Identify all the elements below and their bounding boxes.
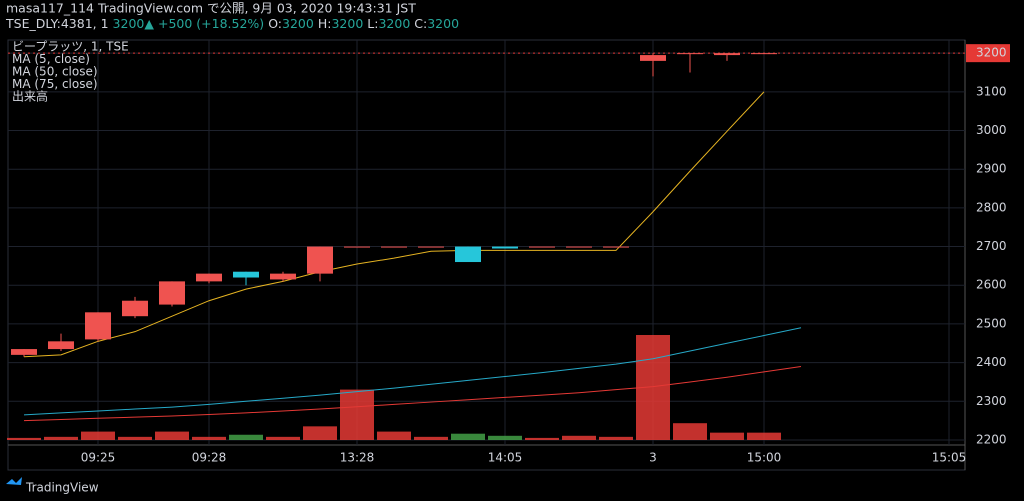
quote-part: 3200 [427, 16, 459, 31]
candle-body [196, 273, 222, 282]
x-tick-label: 13:28 [340, 451, 375, 465]
volume-bar [599, 436, 633, 440]
candle-body [714, 53, 740, 56]
y-tick-label: 2500 [976, 316, 1007, 330]
quote-part: ▲ [144, 16, 154, 31]
candle-body [307, 246, 333, 274]
volume-bar [562, 435, 596, 440]
legend-entry: MA (50, close) [12, 65, 98, 79]
volume-bar [340, 389, 374, 440]
y-tick-label: 2600 [976, 278, 1007, 292]
candle-body [455, 246, 481, 263]
legend-entry: 出来高 [12, 89, 48, 104]
quote-part: 3200 [113, 16, 145, 31]
candle-body [11, 349, 37, 355]
quote-part: TSE_DLY:4381, 1 [5, 16, 109, 31]
x-tick-label: 09:25 [81, 451, 116, 465]
candle-body [48, 341, 74, 350]
last-price-box [966, 44, 1010, 63]
chart-title: masa117_114 TradingView.com で公開, 9月 03, … [6, 1, 416, 16]
ma-line [23, 91, 765, 358]
volume-bar [451, 433, 485, 440]
candle-body [233, 271, 259, 278]
volume-bar [303, 426, 337, 440]
volume-bar [266, 436, 300, 440]
quote-part: +500 (+18.52%) [158, 16, 264, 31]
volume-bar [414, 436, 448, 440]
candle-body [751, 53, 777, 55]
logo [6, 477, 22, 485]
y-tick-label: 2900 [976, 162, 1007, 176]
volume-bar [488, 435, 522, 440]
x-tick-label: 15:00 [747, 451, 782, 465]
ma-line [23, 365, 802, 422]
quote-text: TSE_DLY:4381, 1 3200▲ +500 (+18.52%) O:3200… [5, 16, 459, 31]
quote-part: 3200 [378, 16, 410, 31]
candle-body [270, 273, 296, 280]
candle-body [492, 246, 518, 249]
candle-body [640, 55, 666, 61]
candle-body [418, 246, 444, 248]
quote-part: 3200 [282, 16, 314, 31]
quote-part: 3200 [331, 16, 363, 31]
footer: TradingView [25, 481, 99, 495]
volume-bar [525, 437, 559, 440]
volume-bar [118, 436, 152, 440]
quote-part: C: [414, 16, 427, 31]
volume-bar [192, 436, 226, 440]
x-tick-label: 15:05 [932, 451, 967, 465]
y-tick-label: 2200 [976, 432, 1007, 446]
y-tick-label: 3000 [976, 123, 1007, 137]
y-tick-label: 2700 [976, 239, 1007, 253]
quote-line: TSE_DLY:4381, 1 3200▲ +500 (+18.52%) O:3200… [5, 16, 459, 31]
legend-entry: MA (5, close) [12, 52, 90, 66]
candle-body [122, 300, 148, 317]
volume-bar [747, 432, 781, 440]
volume-bar [229, 434, 263, 440]
y-tick-label: 3100 [976, 84, 1007, 98]
volume-bar [7, 437, 41, 440]
volume-bar [710, 432, 744, 440]
x-tick-label: 09:28 [192, 451, 227, 465]
y-tick-label: 3200 [976, 46, 1007, 60]
volume-bar [44, 436, 78, 440]
candle-body [85, 312, 111, 340]
quote-part: H: [318, 16, 332, 31]
candle-body [344, 246, 370, 248]
y-tick-label: 2400 [976, 355, 1007, 369]
x-tick-label: 14:05 [488, 451, 523, 465]
y-tick-label: 2800 [976, 200, 1007, 214]
volume-bar [673, 423, 707, 440]
legend-entry: MA (75, close) [12, 77, 98, 91]
x-tick-label: 3 [649, 451, 657, 465]
candle-body [159, 281, 185, 305]
quote-part: O: [268, 16, 282, 31]
ma-line [23, 327, 802, 416]
candle-body [566, 246, 592, 248]
y-tick-label: 2300 [976, 394, 1007, 408]
candle-body [677, 53, 703, 55]
candle-body [529, 246, 555, 248]
legend-entry: ビープラッツ, 1, TSE [12, 40, 129, 54]
candle-body [381, 246, 407, 248]
quote-part: L: [367, 16, 378, 31]
volume-bar [155, 431, 189, 440]
volume-bar [81, 431, 115, 440]
volume-bar [377, 431, 411, 440]
candle-body [603, 246, 629, 248]
